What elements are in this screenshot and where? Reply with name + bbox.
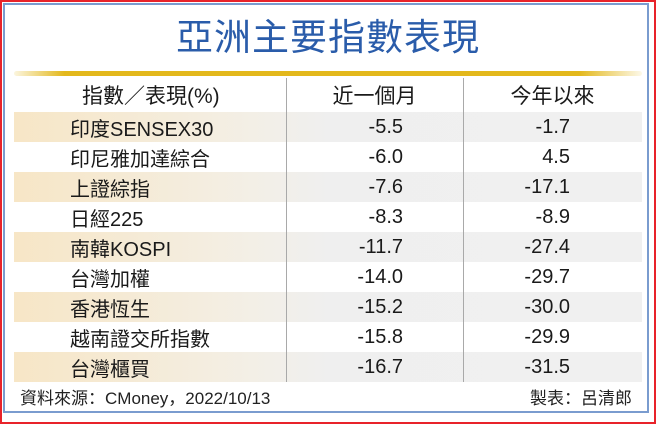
table-row: 日經225 -8.3 -8.9 bbox=[14, 202, 642, 232]
ytd-value: -29.7 bbox=[524, 265, 570, 288]
ytd-value: -27.4 bbox=[524, 235, 570, 258]
header-ytd: 今年以來 bbox=[510, 85, 595, 108]
index-name: 台灣加權 bbox=[70, 268, 150, 291]
ytd-value: -17.1 bbox=[524, 175, 570, 198]
table-header-row: 指數／表現(%) 近一個月 今年以來 bbox=[14, 78, 642, 112]
one-month-value: -5.5 bbox=[368, 115, 403, 138]
column-divider bbox=[463, 78, 464, 382]
ytd-value: -8.9 bbox=[535, 205, 570, 228]
one-month-value: -14.0 bbox=[357, 265, 403, 288]
source-note: 資料來源：CMoney，2022/10/13 bbox=[20, 389, 271, 408]
ytd-value: -1.7 bbox=[535, 115, 570, 138]
table-row: 台灣加權 -14.0 -29.7 bbox=[14, 262, 642, 292]
index-name: 台灣櫃買 bbox=[70, 358, 150, 381]
index-name: 越南證交所指數 bbox=[70, 328, 210, 351]
header-one-month: 近一個月 bbox=[332, 85, 417, 108]
index-performance-table: 指數／表現(%) 近一個月 今年以來 印度SENSEX30 -5.5 -1.7 … bbox=[14, 78, 642, 382]
table-row: 南韓KOSPI -11.7 -27.4 bbox=[14, 232, 642, 262]
table-row: 印度SENSEX30 -5.5 -1.7 bbox=[14, 112, 642, 142]
one-month-value: -15.8 bbox=[357, 325, 403, 348]
table-row: 上證綜指 -7.6 -17.1 bbox=[14, 172, 642, 202]
ytd-value: -29.9 bbox=[524, 325, 570, 348]
header-index: 指數／表現(%) bbox=[82, 85, 220, 108]
index-name: 印度SENSEX30 bbox=[70, 118, 214, 141]
table-row: 印尼雅加達綜合 -6.0 4.5 bbox=[14, 142, 642, 172]
one-month-value: -15.2 bbox=[357, 295, 403, 318]
index-name: 印尼雅加達綜合 bbox=[70, 148, 210, 171]
index-name: 香港恆生 bbox=[70, 298, 150, 321]
one-month-value: -7.6 bbox=[368, 175, 403, 198]
index-name: 南韓KOSPI bbox=[70, 238, 172, 261]
title-divider bbox=[14, 71, 642, 76]
credit-note: 製表：呂清郎 bbox=[530, 389, 632, 408]
one-month-value: -16.7 bbox=[357, 355, 403, 378]
column-divider bbox=[286, 78, 287, 382]
one-month-value: -11.7 bbox=[358, 235, 403, 258]
table-row: 越南證交所指數 -15.8 -29.9 bbox=[14, 322, 642, 352]
table-row: 台灣櫃買 -16.7 -31.5 bbox=[14, 352, 642, 382]
one-month-value: -6.0 bbox=[368, 145, 403, 168]
index-name: 上證綜指 bbox=[70, 178, 150, 201]
one-month-value: -8.3 bbox=[368, 205, 403, 228]
index-name: 日經225 bbox=[70, 208, 144, 231]
table-row: 香港恆生 -15.2 -30.0 bbox=[14, 292, 642, 322]
ytd-value: -31.5 bbox=[524, 355, 570, 378]
ytd-value: 4.5 bbox=[542, 145, 570, 168]
page-title: 亞洲主要指數表現 bbox=[176, 16, 480, 59]
ytd-value: -30.0 bbox=[524, 295, 570, 318]
